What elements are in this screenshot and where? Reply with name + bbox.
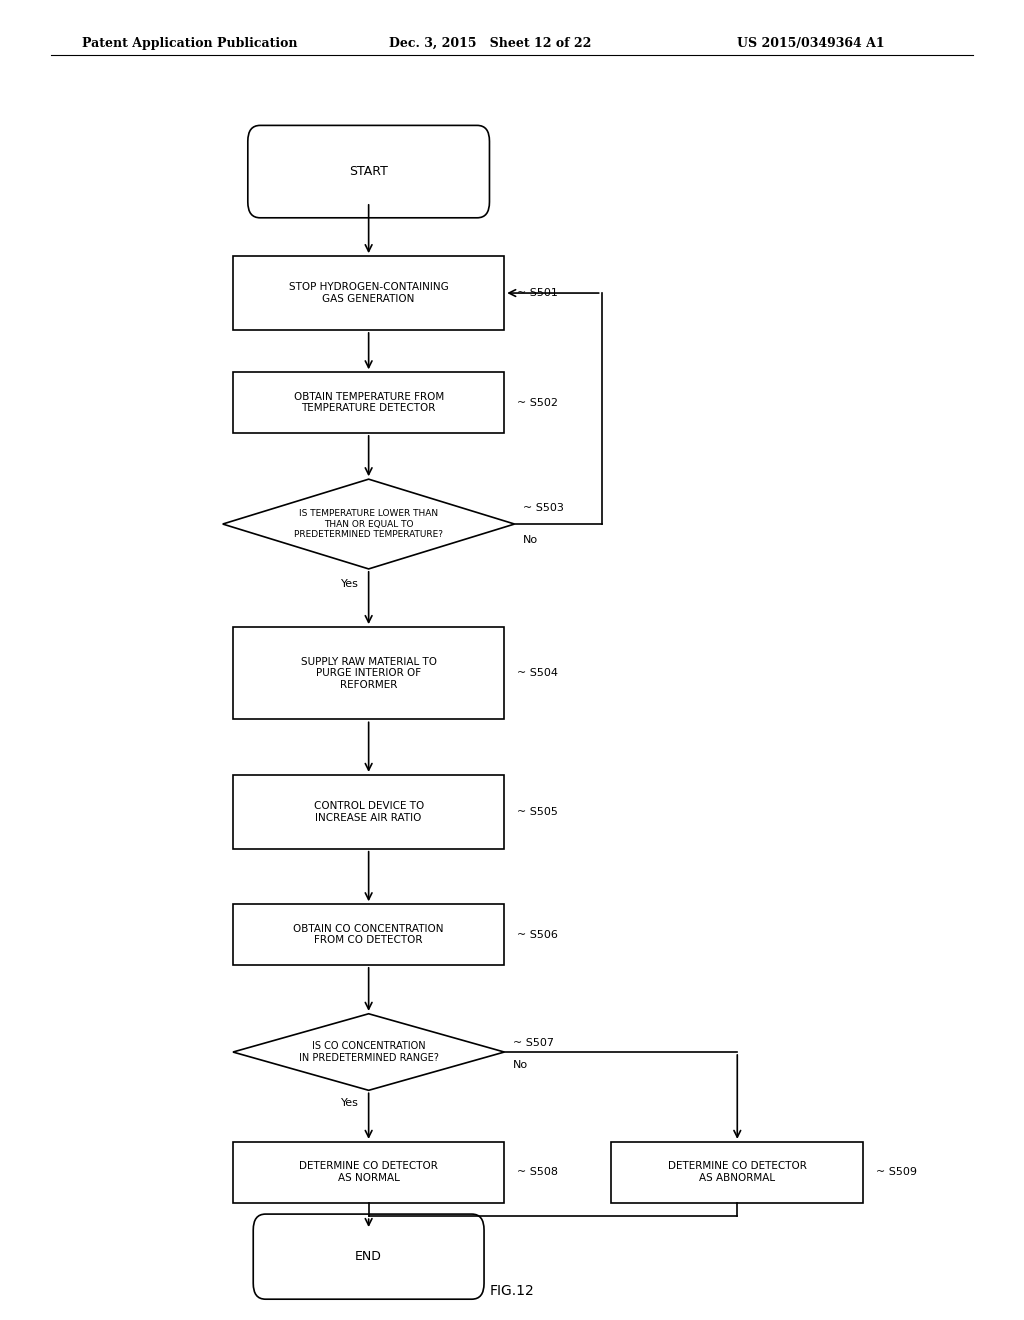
Bar <box>232 627 504 719</box>
Text: IS CO CONCENTRATION
IN PREDETERMINED RANGE?: IS CO CONCENTRATION IN PREDETERMINED RAN… <box>299 1041 438 1063</box>
Text: IS TEMPERATURE LOWER THAN
THAN OR EQUAL TO
PREDETERMINED TEMPERATURE?: IS TEMPERATURE LOWER THAN THAN OR EQUAL … <box>294 510 443 539</box>
Text: Yes: Yes <box>341 1098 359 1109</box>
Text: ~ S503: ~ S503 <box>522 503 563 513</box>
Text: ~ S505: ~ S505 <box>516 807 557 817</box>
Text: DETERMINE CO DETECTOR
AS NORMAL: DETERMINE CO DETECTOR AS NORMAL <box>299 1162 438 1183</box>
Text: No: No <box>512 1060 527 1071</box>
Text: No: No <box>522 535 538 545</box>
Text: Dec. 3, 2015   Sheet 12 of 22: Dec. 3, 2015 Sheet 12 of 22 <box>389 37 592 50</box>
Text: Yes: Yes <box>341 579 359 590</box>
Text: ~ S506: ~ S506 <box>516 929 557 940</box>
Text: ~ S501: ~ S501 <box>516 288 557 298</box>
Text: ~ S504: ~ S504 <box>516 668 558 678</box>
Text: Patent Application Publication: Patent Application Publication <box>82 37 297 50</box>
Text: ~ S509: ~ S509 <box>876 1167 916 1177</box>
Text: US 2015/0349364 A1: US 2015/0349364 A1 <box>737 37 885 50</box>
Text: END: END <box>355 1250 382 1263</box>
Bar <box>232 1142 504 1203</box>
Bar <box>232 904 504 965</box>
Bar <box>232 372 504 433</box>
Text: START: START <box>349 165 388 178</box>
Text: SUPPLY RAW MATERIAL TO
PURGE INTERIOR OF
REFORMER: SUPPLY RAW MATERIAL TO PURGE INTERIOR OF… <box>301 656 436 690</box>
Text: CONTROL DEVICE TO
INCREASE AIR RATIO: CONTROL DEVICE TO INCREASE AIR RATIO <box>313 801 424 822</box>
Text: OBTAIN TEMPERATURE FROM
TEMPERATURE DETECTOR: OBTAIN TEMPERATURE FROM TEMPERATURE DETE… <box>294 392 443 413</box>
Text: STOP HYDROGEN-CONTAINING
GAS GENERATION: STOP HYDROGEN-CONTAINING GAS GENERATION <box>289 282 449 304</box>
Text: DETERMINE CO DETECTOR
AS ABNORMAL: DETERMINE CO DETECTOR AS ABNORMAL <box>668 1162 807 1183</box>
Bar <box>232 775 504 849</box>
Text: FIG.12: FIG.12 <box>489 1284 535 1298</box>
Text: ~ S507: ~ S507 <box>512 1038 554 1048</box>
Text: ~ S502: ~ S502 <box>516 397 558 408</box>
Text: OBTAIN CO CONCENTRATION
FROM CO DETECTOR: OBTAIN CO CONCENTRATION FROM CO DETECTOR <box>294 924 443 945</box>
Text: ~ S508: ~ S508 <box>516 1167 558 1177</box>
Bar <box>611 1142 863 1203</box>
Bar <box>232 256 504 330</box>
